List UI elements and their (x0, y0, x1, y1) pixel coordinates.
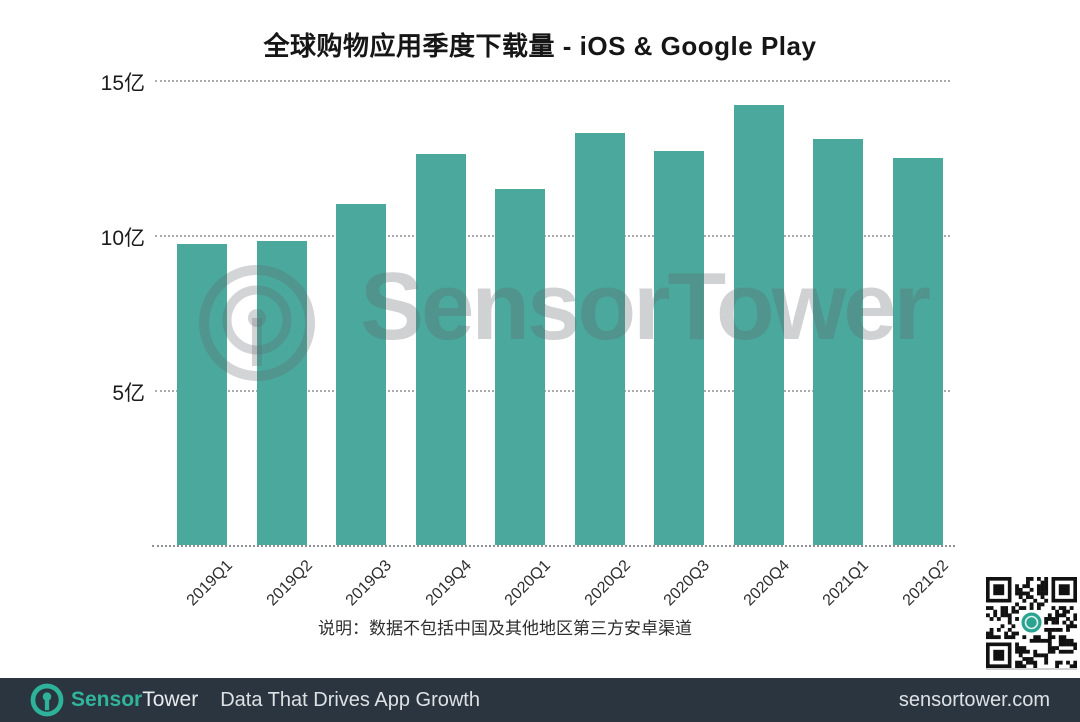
y-tick-5: 5亿 (112, 382, 145, 405)
x-label-2019Q4: 2019Q4 (422, 557, 475, 610)
gridline-5 (155, 390, 950, 392)
x-label-2020Q1: 2020Q1 (501, 557, 555, 610)
bar-2020Q1 (495, 188, 545, 545)
gridline-10 (155, 235, 950, 237)
x-label-2020Q3: 2020Q3 (660, 557, 714, 610)
y-tick-10: 10亿 (100, 227, 145, 250)
bar-2019Q2 (256, 241, 307, 545)
qr-code (986, 577, 1077, 668)
x-label-2020Q2: 2020Q2 (581, 557, 634, 610)
bar-2019Q1 (177, 244, 227, 545)
bar-2019Q4 (415, 154, 466, 545)
gridline-15 (155, 80, 950, 82)
footer-website-link[interactable]: sensortower.com (898, 688, 1050, 711)
chart-footnote: 说明：数据不包括中国及其他地区第三方安卓渠道 (318, 619, 692, 638)
bar-2020Q2 (574, 132, 625, 545)
footer-tagline: Data That Drives App Growth (220, 688, 480, 711)
bar-2021Q2 (892, 157, 943, 545)
bar-2021Q1 (813, 138, 863, 545)
y-tick-15: 15亿 (100, 72, 145, 95)
brand-wordmark: SensorTower (71, 688, 198, 712)
bar-chart-plot (152, 80, 955, 547)
x-label-2021Q1: 2021Q1 (819, 557, 873, 610)
bar-2019Q3 (336, 204, 386, 545)
x-label-2021Q2: 2021Q2 (899, 557, 952, 610)
bar-2020Q3 (654, 151, 704, 545)
x-label-2020Q4: 2020Q4 (740, 557, 793, 610)
brand-tower: Tower (142, 688, 199, 711)
chart-title: 全球购物应用季度下载量 - iOS & Google Play (263, 31, 817, 61)
x-label-2019Q1: 2019Q1 (183, 557, 237, 610)
x-label-2019Q2: 2019Q2 (263, 557, 316, 610)
x-label-2019Q3: 2019Q3 (342, 557, 396, 610)
brand-sensor: Sensor (71, 688, 143, 711)
bar-2020Q4 (733, 104, 784, 545)
x-axis-baseline (152, 545, 955, 547)
sensortower-logo-icon (30, 683, 64, 717)
footer-bar: SensorTower Data That Drives App Growth … (0, 678, 1080, 722)
